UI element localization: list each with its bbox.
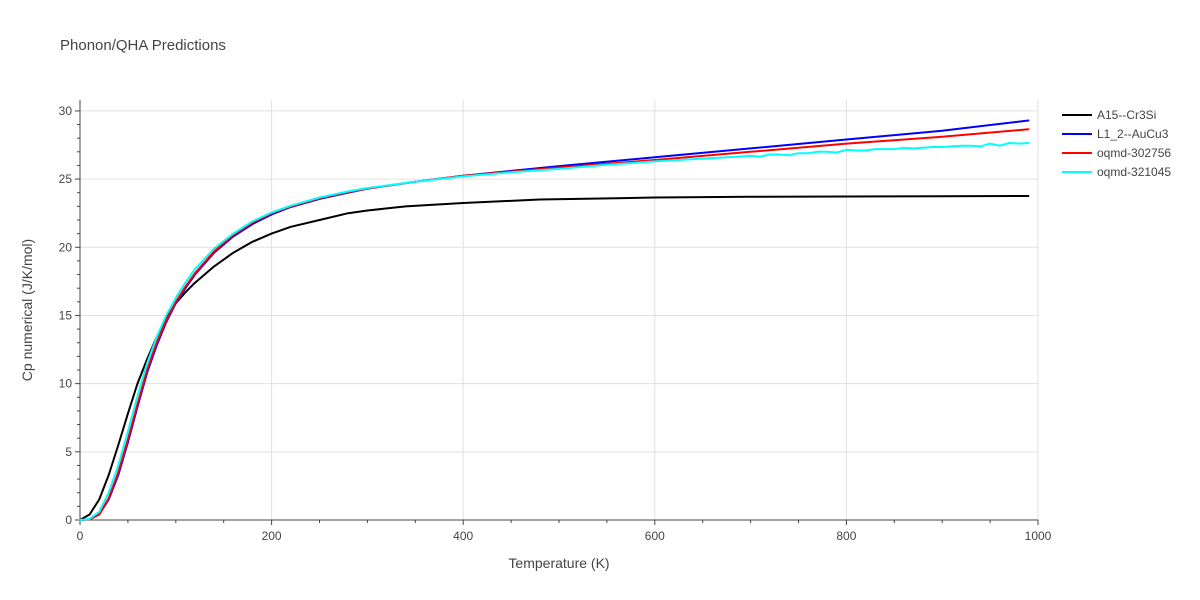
x-tick-label: 800	[836, 529, 856, 543]
y-tick-label: 25	[59, 172, 73, 186]
axes	[75, 100, 1039, 525]
legend-label: A15--Cr3Si	[1097, 108, 1156, 122]
x-axis-title: Temperature (K)	[508, 555, 609, 571]
y-tick-label: 0	[65, 513, 72, 527]
y-tick-labels: 0 5 10 15 20 25 30	[59, 104, 73, 527]
plot-area	[79, 119, 1030, 521]
legend-label: L1_2--AuCu3	[1097, 127, 1169, 141]
x-tick-label: 400	[453, 529, 473, 543]
x-tick-label: 1000	[1025, 529, 1052, 543]
y-tick-label: 10	[59, 377, 73, 391]
series-line-oqmd-321045	[79, 142, 1030, 521]
series-line-a15-cr3si	[79, 195, 1030, 521]
chart-title: Phonon/QHA Predictions	[60, 37, 226, 54]
y-tick-label: 15	[59, 308, 73, 322]
grid	[80, 100, 1039, 520]
y-tick-label: 5	[65, 445, 72, 459]
y-axis-title: Cp numerical (J/K/mol)	[19, 239, 35, 381]
series-line-oqmd-302756	[79, 128, 1030, 521]
legend: A15--Cr3Si L1_2--AuCu3 oqmd-302756 oqmd-321…	[1062, 108, 1171, 179]
x-tick-label: 600	[645, 529, 665, 543]
x-tick-label: 0	[77, 529, 84, 543]
legend-label: oqmd-321045	[1097, 165, 1171, 179]
y-tick-label: 30	[59, 104, 73, 118]
x-tick-label: 200	[262, 529, 282, 543]
x-tick-labels: 0 200 400 600 800 1000	[77, 529, 1052, 543]
y-tick-label: 20	[59, 240, 73, 254]
legend-label: oqmd-302756	[1097, 146, 1171, 160]
